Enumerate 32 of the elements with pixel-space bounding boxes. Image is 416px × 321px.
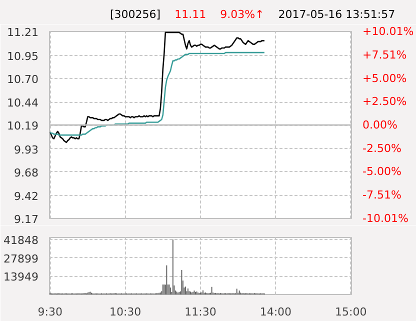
y-tick-label: 13949 — [4, 270, 39, 284]
line-series — [50, 32, 266, 144]
text: 11.11 — [174, 8, 206, 21]
x-tick-label: 14:00 — [260, 306, 292, 318]
y-tick-label: 11.21 — [7, 26, 39, 39]
y2-tick-label: +10.01% — [362, 25, 414, 38]
text: 2017-05-16 13:51:57 — [278, 8, 396, 21]
y2-tick-label: 0.00% — [362, 118, 398, 132]
y-tick-label: 10.19 — [7, 120, 39, 132]
y2-tick-label: +7.51% — [362, 48, 407, 62]
y2-tick-label: -10.01% — [362, 212, 408, 225]
y-tick-label: 10.44 — [7, 96, 39, 110]
line-series — [50, 52, 266, 136]
x-tick-label: 10:30 — [109, 306, 142, 318]
y-tick-label: 10.95 — [7, 50, 39, 63]
y-tick-label: 9.17 — [14, 213, 39, 226]
y-tick-label: 41848 — [4, 234, 39, 248]
y2-tick-label: +5.00% — [362, 72, 407, 85]
x-tick-label: 15:00 — [335, 306, 367, 318]
y-tick-label: 10.70 — [7, 72, 39, 86]
y2-tick-label: -7.51% — [362, 188, 402, 202]
y2-tick-label: -5.00% — [362, 165, 402, 178]
y2-tick-label: -2.50% — [362, 142, 402, 155]
y-tick-label: 27899 — [4, 252, 39, 266]
chart-title: [300256] — [110, 8, 161, 21]
x-tick-label: 9:30 — [38, 306, 62, 318]
y2-tick-label: +2.50% — [362, 95, 407, 108]
x-tick-label: 11:30 — [184, 306, 216, 318]
y-tick-label: 9.42 — [14, 190, 39, 204]
y-tick-label: 9.68 — [14, 166, 39, 180]
y-tick-label: 9.93 — [14, 143, 39, 156]
text: 9.03%↑ — [220, 8, 264, 21]
